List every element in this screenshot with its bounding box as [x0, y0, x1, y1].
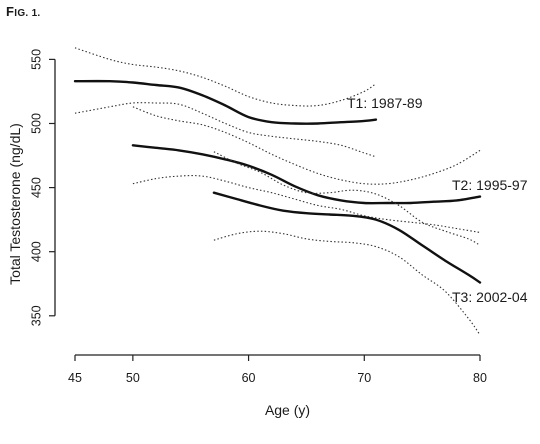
figure-label-prefix: F: [6, 4, 15, 19]
x-tick-label: 80: [473, 371, 487, 385]
series-3-lower-ci: [213, 230, 481, 336]
figure-label: Fig. 1.: [6, 4, 41, 19]
x-axis-title: Age (y): [265, 402, 310, 418]
series-1-label: T1: 1987-89: [347, 95, 423, 111]
series-1-lower-ci: [74, 102, 377, 158]
series-2-line: [131, 144, 482, 205]
series-2-lower-ci: [132, 175, 481, 234]
series-labels: T1: 1987-89 T2: 1995-97 T3: 2002-04: [347, 95, 528, 305]
plot-area: [73, 47, 482, 336]
figure-label-rest: ig. 1.: [14, 8, 41, 19]
x-tick-label: 70: [357, 371, 371, 385]
x-tick-label: 45: [68, 371, 82, 385]
x-tick-label: 50: [126, 371, 140, 385]
ticks: 45 50 60 70 80 350 400 450 500 550: [29, 49, 487, 385]
series-1-upper-ci: [74, 47, 377, 107]
series-3-label: T3: 2002-04: [452, 289, 528, 305]
y-tick-label: 500: [29, 113, 43, 134]
y-axis-title: Total Testosterone (ng/dL): [7, 123, 23, 285]
y-tick-label: 550: [29, 49, 43, 70]
y-tick-label: 450: [29, 177, 43, 198]
series-2-label: T2: 1995-97: [452, 177, 528, 193]
series-3-line: [212, 191, 482, 284]
series-2-upper-ci: [132, 106, 481, 185]
y-tick-label: 400: [29, 241, 43, 262]
x-tick-label: 60: [242, 371, 256, 385]
y-tick-label: 350: [29, 305, 43, 326]
series-1-line: [73, 79, 378, 125]
